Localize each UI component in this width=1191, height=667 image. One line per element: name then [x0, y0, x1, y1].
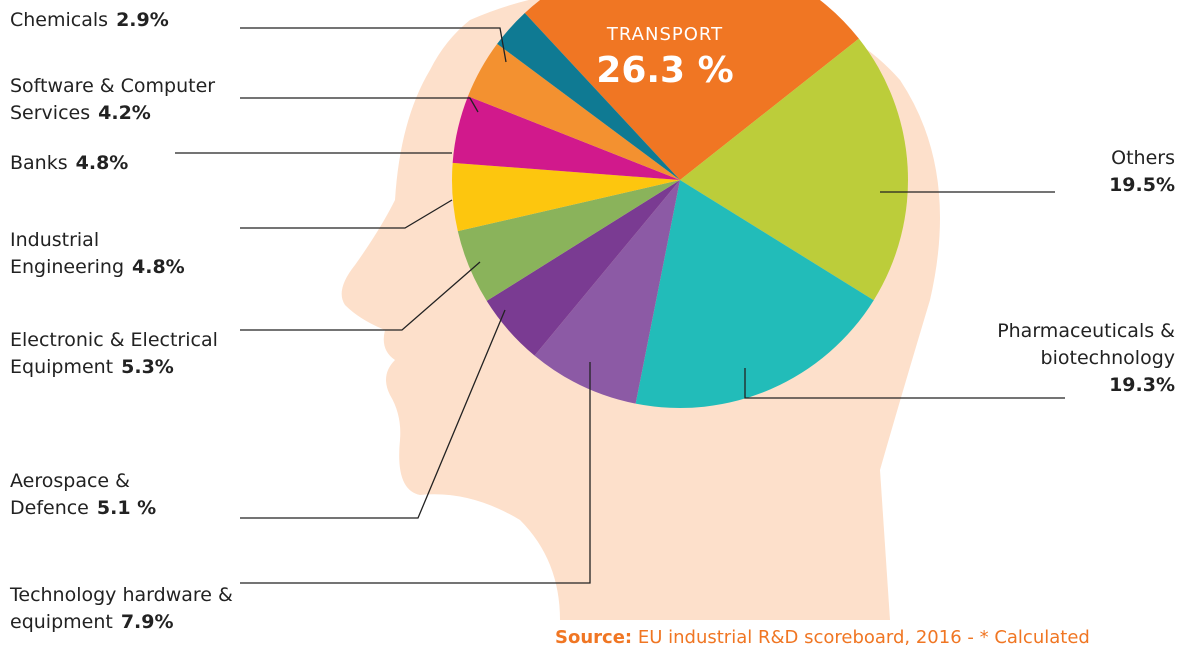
slice-value-label: 26.3 %	[596, 50, 733, 91]
source-text: EU industrial R&D scoreboard, 2016 - * C…	[638, 627, 1090, 648]
category-label: Others 19.5%	[975, 145, 1175, 199]
value-label: 4.8%	[132, 256, 185, 278]
category-name: Electronic & Electrical Equipment	[10, 329, 218, 378]
infographic: TRANSPORT 26.3 % Source: EU industrial R…	[0, 0, 1191, 667]
source-note: Source: EU industrial R&D scoreboard, 20…	[555, 627, 1090, 648]
slice-label: TRANSPORT	[606, 24, 723, 45]
value-label: 4.8%	[76, 152, 129, 174]
value-label: 7.9%	[121, 611, 174, 633]
category-name: Pharmaceuticals & biotechnology	[997, 320, 1175, 369]
category-label: Pharmaceuticals & biotechnology 19.3%	[975, 318, 1175, 399]
value-label: 19.5%	[975, 172, 1175, 199]
category-name: Chemicals	[10, 9, 108, 31]
category-label: Industrial Engineering 4.8%	[10, 227, 250, 281]
category-label: Chemicals 2.9%	[10, 7, 240, 34]
category-name: Others	[1111, 147, 1175, 169]
value-label: 4.2%	[98, 102, 151, 124]
value-label: 5.1 %	[97, 497, 156, 519]
category-name: Banks	[10, 152, 68, 174]
value-label: 5.3%	[121, 356, 174, 378]
category-name: Industrial Engineering	[10, 229, 124, 278]
category-label: Banks 4.8%	[10, 150, 240, 177]
value-label: 2.9%	[116, 9, 169, 31]
value-label: 19.3%	[975, 372, 1175, 399]
source-label: Source:	[555, 627, 632, 648]
